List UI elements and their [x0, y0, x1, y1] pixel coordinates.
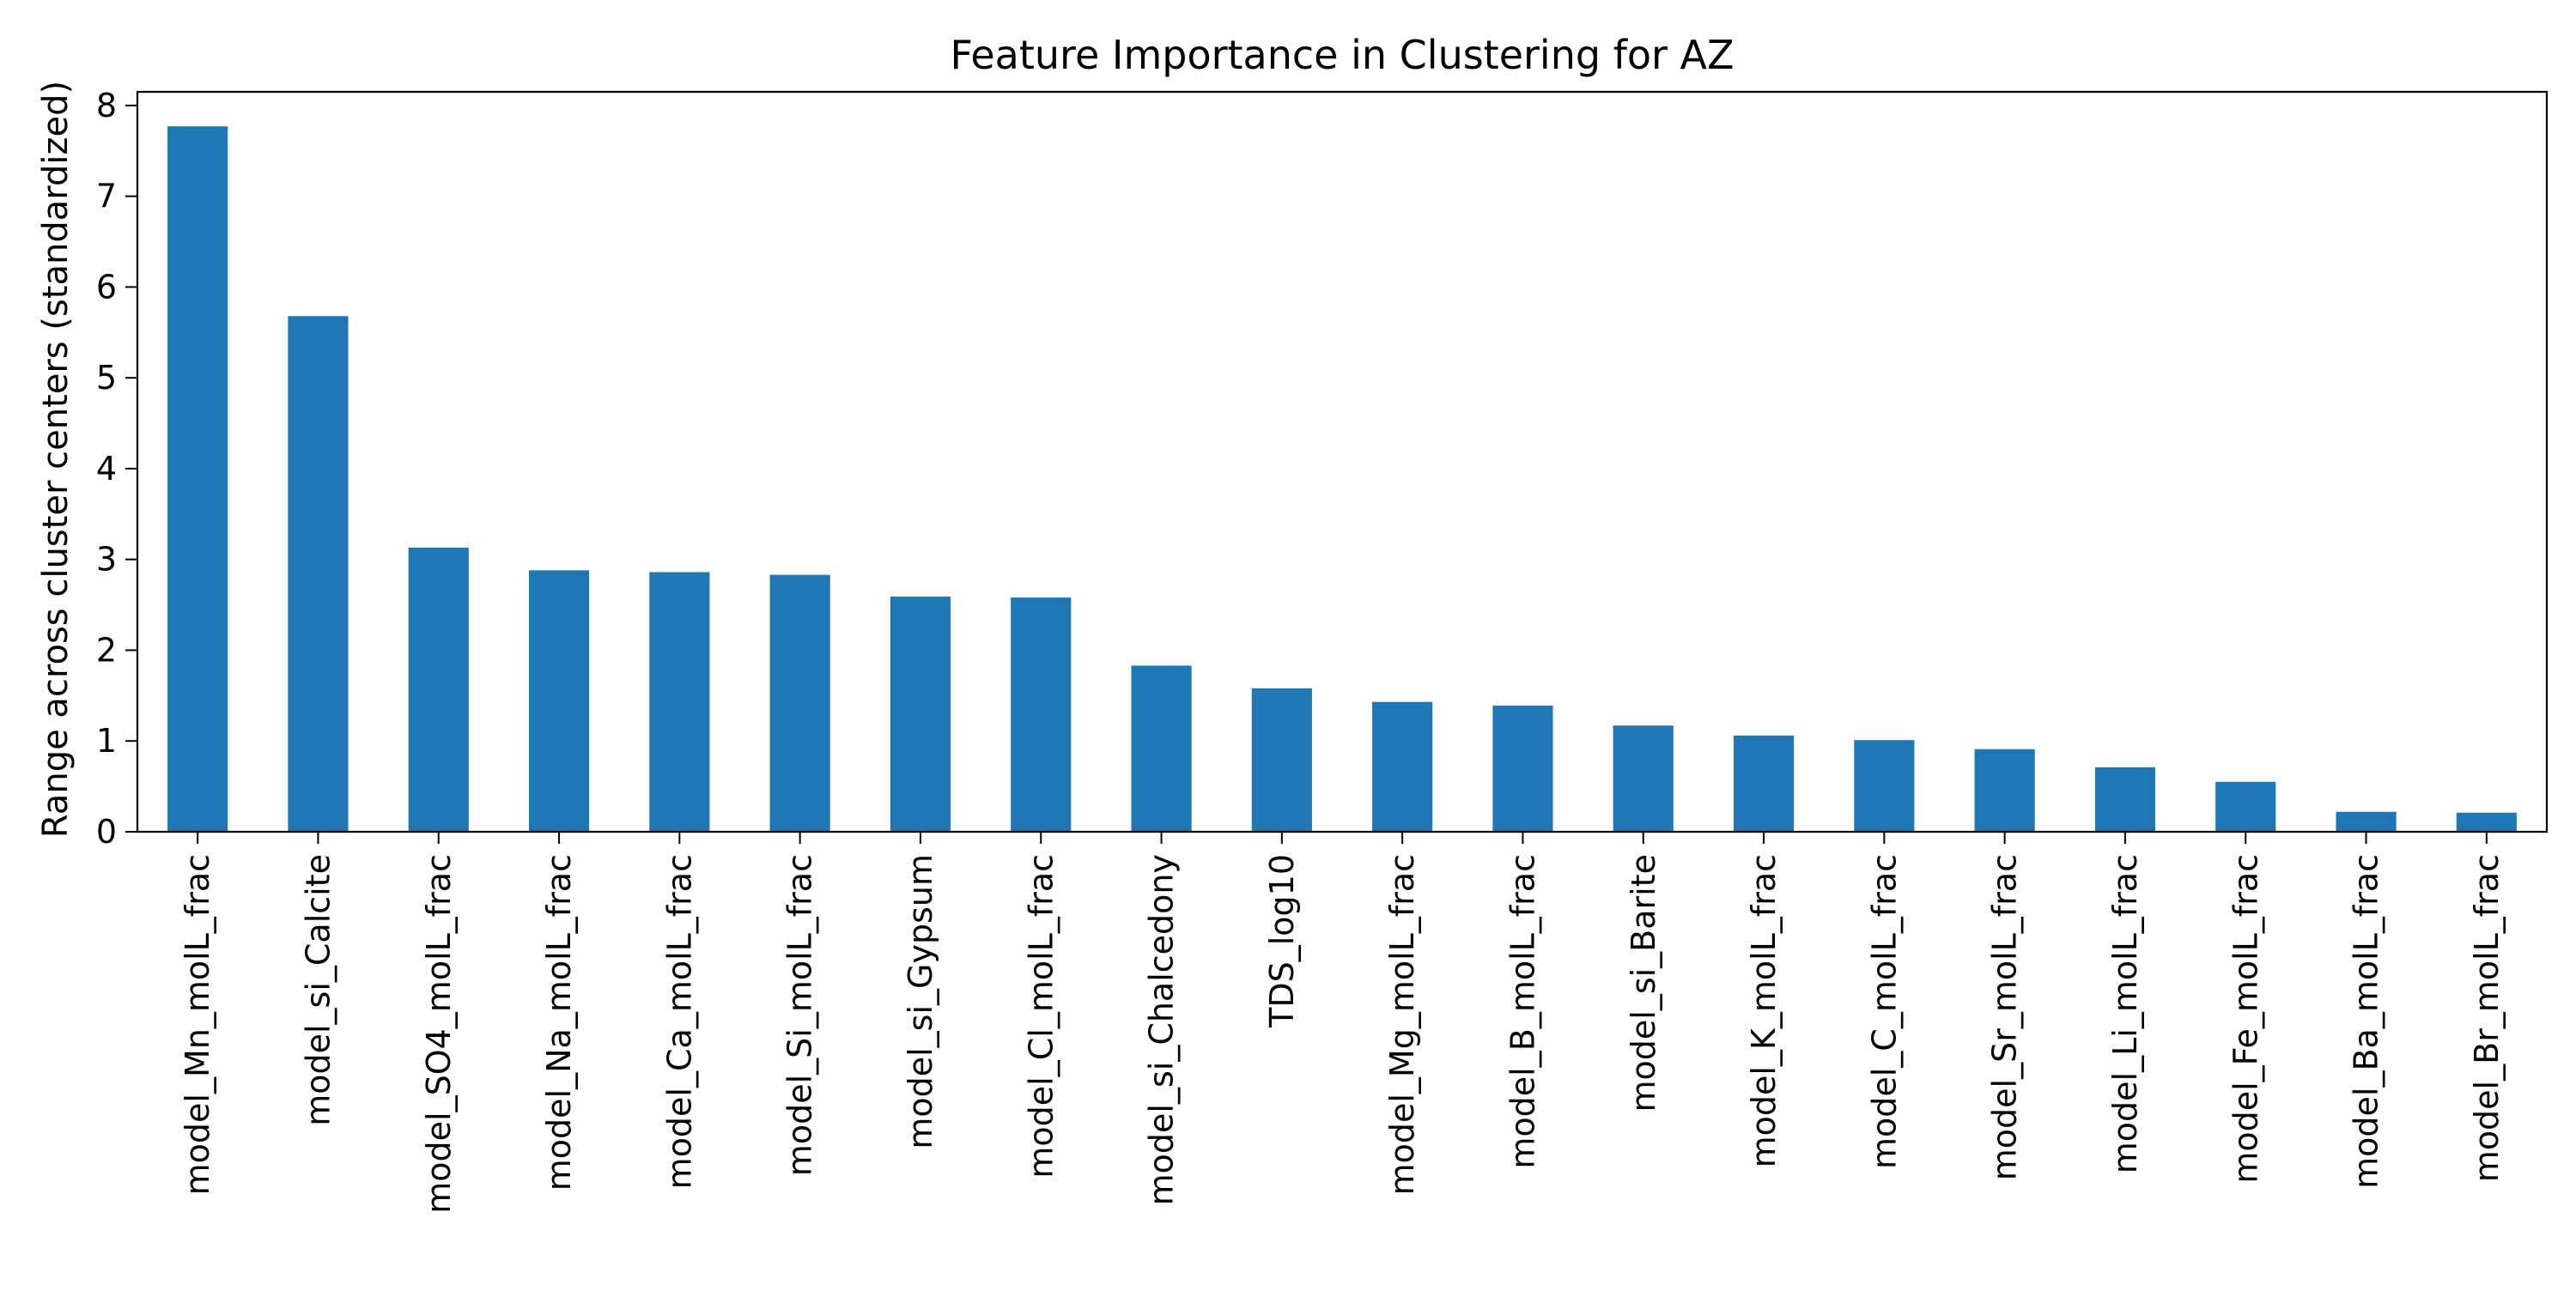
bar-model_Ba_molL_frac [2336, 811, 2397, 832]
x-tick-label: model_K_molL_frac [1745, 854, 1783, 1167]
x-tick-label: model_Mn_molL_frac [179, 854, 216, 1195]
y-tick-label: 0 [96, 813, 117, 851]
x-tick-label: model_Mg_molL_frac [1383, 854, 1421, 1195]
bar-model_si_Gypsum [890, 597, 951, 832]
bar-model_Br_molL_frac [2456, 812, 2517, 832]
y-axis-label: Range across cluster centers (standardiz… [36, 81, 76, 838]
bar-TDS_log10 [1251, 688, 1312, 832]
x-tick-label: TDS_log10 [1263, 854, 1301, 1028]
y-tick-label: 8 [96, 87, 117, 124]
bars-group [167, 126, 2517, 832]
y-tick-label: 6 [96, 268, 117, 306]
bar-model_Cl_molL_frac [1011, 597, 1072, 832]
x-tick-label: model_Li_molL_frac [2106, 854, 2144, 1173]
x-tick-label: model_Ba_molL_frac [2348, 854, 2385, 1189]
bar-model_Ca_molL_frac [649, 572, 710, 832]
x-tick-label: model_Cl_molL_frac [1022, 854, 1060, 1179]
x-tick-label: model_C_molL_frac [1865, 854, 1903, 1169]
x-tick-label: model_si_Calcite [299, 854, 337, 1126]
x-tick-label: model_B_molL_frac [1504, 854, 1541, 1169]
bar-model_Sr_molL_frac [1974, 749, 2035, 832]
bar-model_Na_molL_frac [528, 570, 590, 832]
y-tick-label: 3 [96, 541, 117, 579]
x-tick-label: model_Br_molL_frac [2468, 854, 2506, 1182]
y-tick-label: 5 [96, 359, 117, 397]
chart-title: Feature Importance in Clustering for AZ [950, 32, 1734, 78]
bar-model_si_Barite [1613, 725, 1674, 832]
x-tick-label: model_si_Chalcedony [1143, 854, 1181, 1205]
bar-model_Mg_molL_frac [1372, 701, 1433, 832]
x-tick-label: model_si_Barite [1625, 854, 1662, 1112]
y-tick-label: 1 [96, 722, 117, 760]
x-tick-label: model_SO4_molL_frac [420, 854, 458, 1214]
plot-frame [136, 90, 2549, 833]
y-tick-label: 2 [96, 631, 117, 669]
bar-model_SO4_molL_frac [408, 547, 469, 832]
bar-model_B_molL_frac [1492, 705, 1553, 832]
x-tick-label: model_Fe_molL_frac [2227, 854, 2264, 1184]
bar-model_K_molL_frac [1733, 735, 1795, 832]
x-tick-label: model_Si_molL_frac [781, 854, 819, 1176]
bar-model_Fe_molL_frac [2215, 781, 2276, 832]
y-tick-label: 7 [96, 178, 117, 215]
x-tick-label: model_Na_molL_frac [540, 854, 578, 1191]
x-tick-label: model_si_Gypsum [902, 854, 939, 1149]
bar-model_si_Chalcedony [1131, 665, 1192, 832]
bar-model_Mn_molL_frac [167, 126, 228, 832]
x-tick-label: model_Ca_molL_frac [660, 854, 698, 1189]
x-tick-label: model_Sr_molL_frac [1986, 854, 2024, 1180]
bar-model_Si_molL_frac [769, 574, 830, 832]
bar-model_Li_molL_frac [2094, 767, 2156, 832]
bar-model_C_molL_frac [1854, 740, 1915, 832]
x-axis-ticks: model_Mn_molL_frac model_si_Calcite model_… [179, 832, 2506, 1214]
bar-model_si_Calcite [288, 316, 349, 832]
y-axis-ticks: 0 1 2 3 4 5 6 7 8 [96, 87, 137, 851]
y-tick-label: 4 [96, 450, 117, 488]
